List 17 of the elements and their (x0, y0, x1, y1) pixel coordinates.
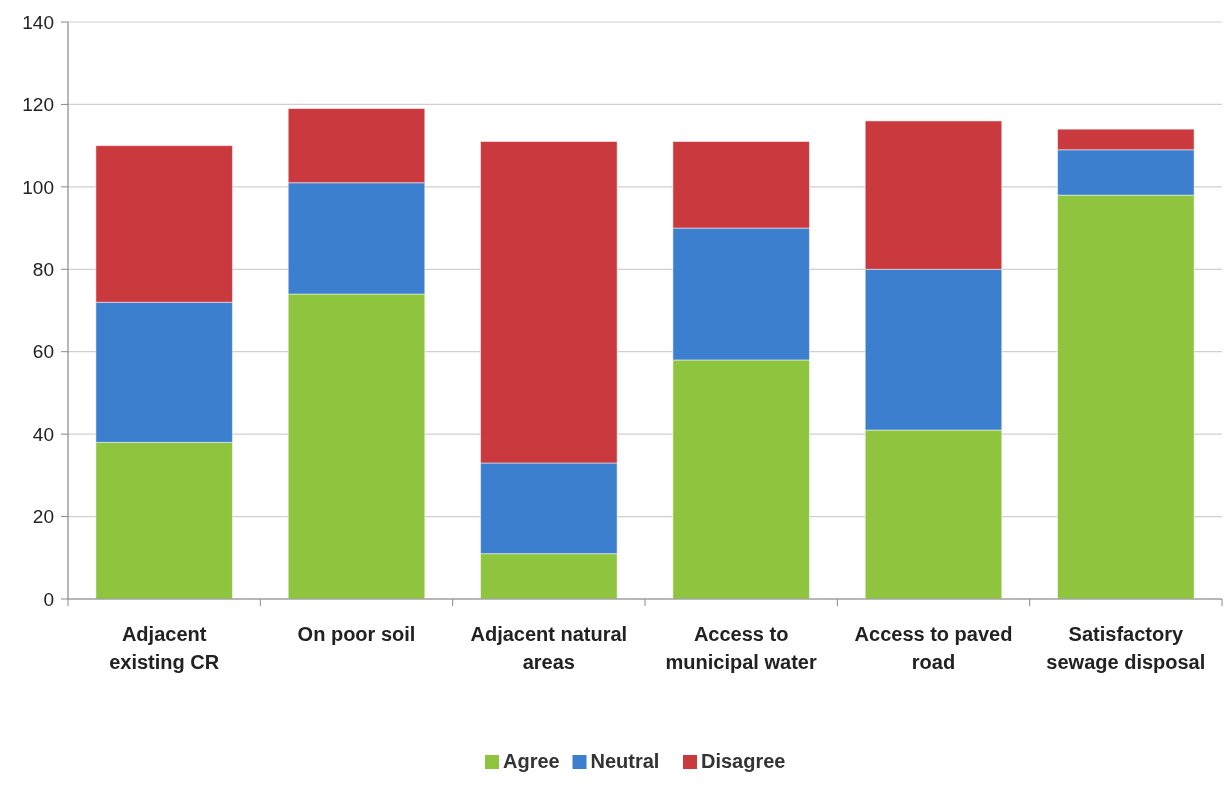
x-tick-label: Adjacent natural areas (470, 623, 628, 673)
legend-label: Neutral (590, 750, 660, 772)
x-tick-label: On poor soil (297, 623, 416, 645)
y-tick-label: 60 (32, 341, 54, 363)
y-tick-label: 80 (32, 258, 54, 280)
legend-label: Disagree (701, 750, 786, 772)
y-tick-label: 120 (22, 94, 54, 116)
legend-label: Agree (503, 750, 560, 772)
y-tick-label: 40 (32, 423, 54, 445)
y-tick-label: 20 (32, 506, 54, 528)
y-tick-label: 100 (22, 176, 54, 198)
x-tick-label: Access to municipal water (665, 623, 817, 673)
x-tick-label: Adjacent existing CR (109, 623, 220, 673)
y-tick-label: 0 (43, 588, 54, 610)
y-tick-label: 140 (22, 11, 54, 33)
x-tick-label: Access to paved road (854, 623, 1013, 673)
x-tick-label: Satisfactory sewage disposal (1046, 623, 1206, 673)
